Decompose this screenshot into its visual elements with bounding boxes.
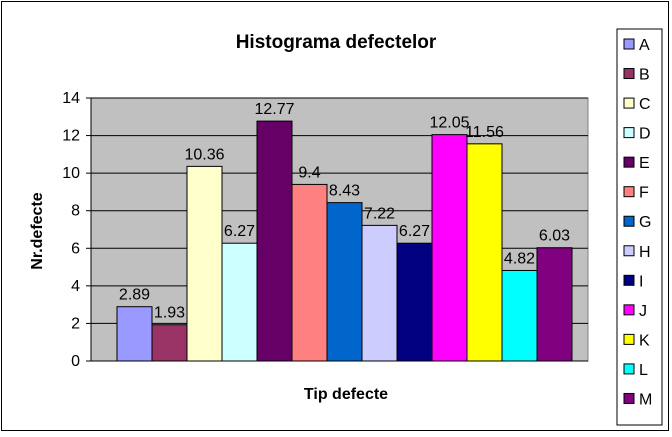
legend-label-b: B	[639, 67, 650, 84]
data-label-c: 10.36	[184, 146, 224, 163]
legend-label-i: I	[639, 273, 643, 290]
legend-swatch-g	[623, 215, 635, 227]
legend-label-a: A	[639, 37, 650, 54]
data-label-h: 7.22	[364, 205, 395, 222]
bar-j	[431, 134, 468, 362]
y-tick-label: 6	[71, 240, 80, 257]
data-labels: 2.891.9310.366.2712.779.48.437.226.2712.…	[119, 101, 570, 322]
legend-swatch-k	[623, 333, 635, 345]
legend-label-d: D	[639, 126, 651, 143]
legend-swatch-j	[623, 304, 635, 316]
bar-i	[396, 242, 433, 362]
data-label-g: 8.43	[329, 183, 360, 200]
bar-f	[291, 183, 328, 362]
chart-frame: Histograma defectelor 0 2 4 6 8 10 12 14 2.89 1.…	[1, 1, 669, 431]
bars	[116, 120, 573, 362]
legend-swatch-l	[623, 363, 635, 375]
data-label-a: 2.89	[119, 287, 150, 304]
y-tick-label: 10	[62, 165, 80, 182]
bar-b	[151, 324, 188, 362]
bar-c	[186, 165, 223, 362]
legend-label-h: H	[639, 244, 651, 261]
legend-swatch-i	[623, 274, 635, 286]
data-label-e: 12.77	[254, 101, 294, 118]
legend-label-j: J	[639, 303, 647, 320]
chart-title: Histograma defectelor	[236, 32, 437, 53]
legend-swatch-b	[623, 68, 635, 80]
legend-label-l: L	[639, 362, 648, 379]
data-label-k: 11.56	[465, 124, 504, 141]
legend-box	[616, 28, 663, 426]
data-label-i: 6.27	[399, 223, 430, 240]
bar-k	[466, 143, 503, 362]
legend-swatch-d	[623, 127, 635, 139]
legend-label-k: K	[639, 332, 650, 349]
y-tick-label: 0	[71, 353, 80, 370]
legend-label-c: C	[639, 96, 651, 113]
legend-swatch-e	[623, 156, 635, 168]
y-axis-label: Nr.defecte	[29, 192, 46, 269]
bar-d	[221, 242, 258, 362]
data-label-l: 4.82	[504, 250, 535, 267]
legend-label-f: F	[639, 185, 649, 202]
bar-h	[361, 224, 398, 362]
bar-l	[501, 269, 538, 362]
legend-label-g: G	[639, 214, 651, 231]
y-tick-label: 2	[71, 315, 80, 332]
legend-swatch-f	[623, 186, 635, 198]
legend-swatch-m	[623, 392, 635, 404]
y-tick-label: 4	[71, 278, 80, 295]
y-tick-label: 12	[62, 128, 80, 145]
bar-g	[326, 202, 363, 362]
y-tick-label: 8	[71, 203, 80, 220]
data-label-b: 1.93	[154, 305, 185, 322]
histogram-chart: Histograma defectelor 0 2 4 6 8 10 12 14 2.891.…	[29, 28, 663, 426]
legend-swatch-c	[623, 97, 635, 109]
data-label-m: 6.03	[539, 228, 570, 245]
y-tick-label: 14	[62, 90, 80, 107]
x-axis-label: Tip defecte	[304, 386, 388, 403]
bar-a	[116, 306, 153, 362]
legend-swatch-a	[623, 38, 635, 50]
legend-label-e: E	[639, 155, 650, 172]
legend-label-m: M	[639, 391, 652, 408]
data-label-j: 12.05	[429, 115, 469, 132]
data-label-f: 9.4	[298, 164, 320, 181]
legend-swatch-h	[623, 245, 635, 257]
bar-e	[256, 120, 293, 362]
data-label-d: 6.27	[224, 223, 255, 240]
bar-m	[536, 247, 573, 362]
